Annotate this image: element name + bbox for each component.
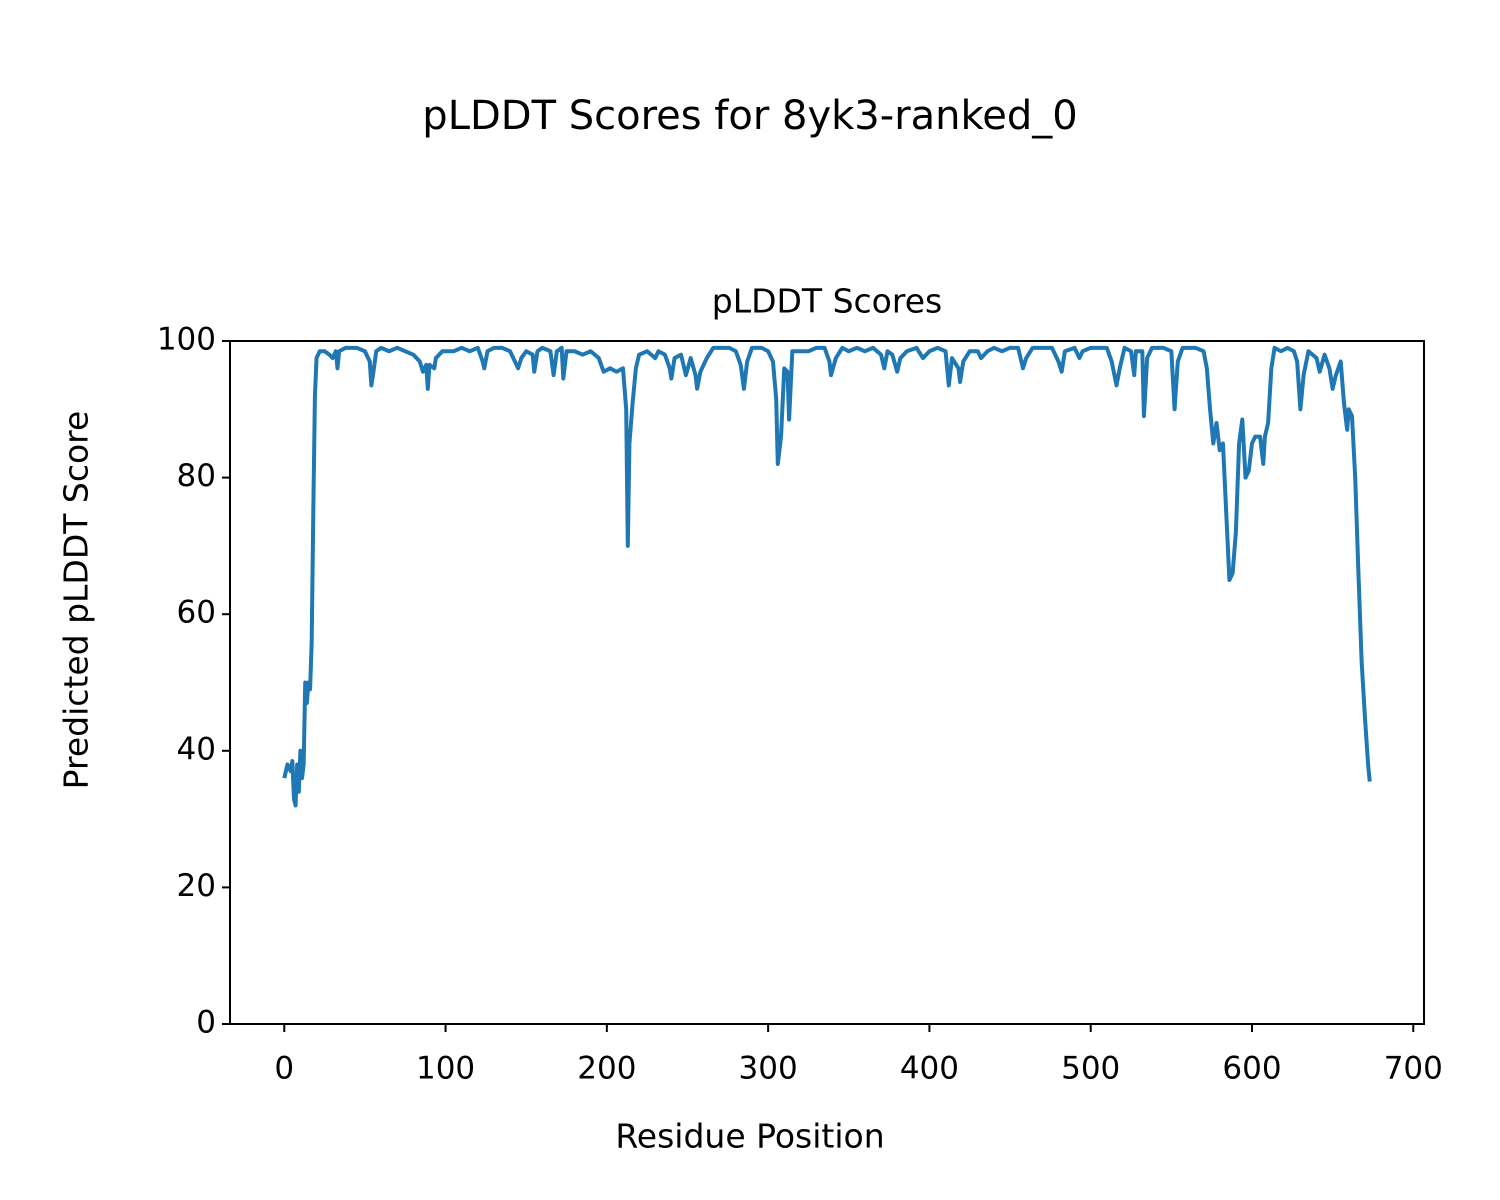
x-tick-label: 200: [577, 1051, 636, 1087]
y-tick-label: 0: [196, 1005, 216, 1041]
x-axis-label: Residue Position: [615, 1117, 884, 1156]
y-axis-label: Predicted pLDDT Score: [57, 411, 96, 790]
y-tick-label: 100: [157, 322, 216, 358]
x-tick-label: 100: [416, 1051, 475, 1087]
axes-frame: [229, 340, 1425, 1025]
x-tick-label: 700: [1384, 1051, 1443, 1087]
y-tick-label: 80: [177, 458, 216, 494]
x-tick-label: 400: [900, 1051, 959, 1087]
data-line: [282, 345, 1372, 808]
y-tick-label: 60: [177, 595, 216, 631]
y-tick-label: 40: [177, 731, 216, 767]
x-tick-label: 600: [1222, 1051, 1281, 1087]
y-tick-label: 20: [177, 868, 216, 904]
x-tick-label: 500: [1061, 1051, 1120, 1087]
axes-title: pLDDT Scores: [712, 282, 942, 321]
x-tick-label: 0: [274, 1051, 294, 1087]
figure-title: pLDDT Scores for 8yk3-ranked_0: [422, 93, 1077, 139]
x-tick-label: 300: [739, 1051, 798, 1087]
